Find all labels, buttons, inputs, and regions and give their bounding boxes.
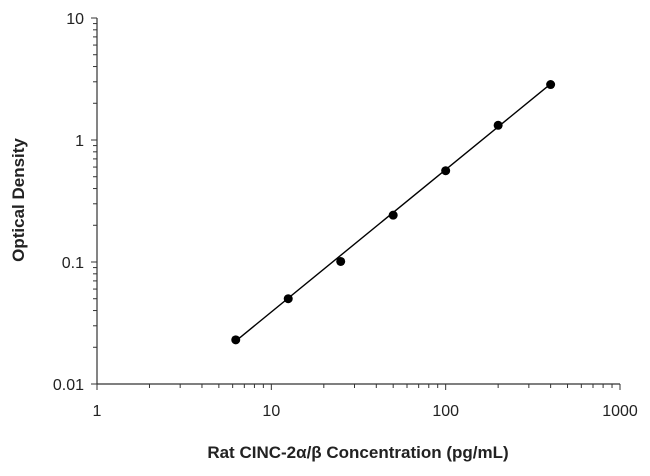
data-point <box>231 335 241 345</box>
tick-labels: 1 10 100 1000 0.01 0.1 1 10 <box>53 11 638 420</box>
data-point <box>441 166 451 176</box>
y-axis-title: Optical Density <box>9 138 28 262</box>
y-tick-label: 0.1 <box>62 255 84 272</box>
data-point <box>493 120 503 130</box>
x-tick-label: 10 <box>262 403 280 420</box>
x-tick-label: 1 <box>93 403 102 420</box>
data-point <box>336 256 346 266</box>
x-tick-label: 1000 <box>602 403 638 420</box>
data-point <box>546 80 556 90</box>
data-point <box>283 294 293 304</box>
data-points <box>231 80 556 345</box>
x-tick-label: 100 <box>432 403 459 420</box>
x-axis-title: Rat CINC-2α/β Concentration (pg/mL) <box>207 443 508 462</box>
y-tick-label: 0.01 <box>53 377 84 394</box>
y-tick-label: 1 <box>75 133 84 150</box>
axes <box>91 17 621 390</box>
y-tick-label: 10 <box>66 11 84 28</box>
data-point <box>388 210 398 220</box>
